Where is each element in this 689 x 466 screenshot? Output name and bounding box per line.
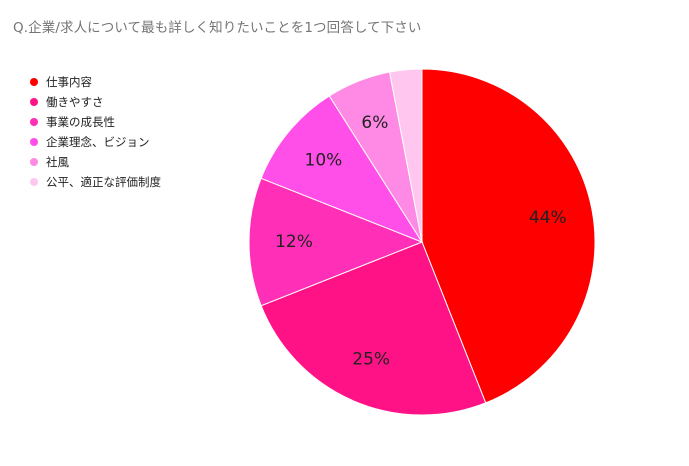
legend-label: 仕事内容: [46, 75, 92, 89]
legend-item: 公平、適正な評価制度: [30, 172, 161, 192]
slice-data-label: 6%: [361, 113, 388, 133]
legend-swatch: [30, 118, 38, 126]
pie-slice: [260, 95, 424, 244]
legend-item: 事業の成長性: [30, 112, 161, 132]
legend-item: 社風: [30, 152, 161, 172]
slice-data-label: 10%: [305, 150, 343, 170]
pie-slice: [421, 68, 596, 404]
legend-item: 仕事内容: [30, 72, 161, 92]
legend-swatch: [30, 178, 38, 186]
chart-title: Q.企業/求人について最も詳しく知りたいことを1つ回答して下さい: [13, 20, 422, 36]
legend-swatch: [30, 158, 38, 166]
slice-data-label: 12%: [275, 232, 313, 252]
legend-item: 企業理念、ビジョン: [30, 132, 161, 152]
legend-label: 働きやすさ: [46, 95, 104, 109]
slice-data-label: 44%: [529, 208, 567, 228]
legend-swatch: [30, 78, 38, 86]
pie-slice: [260, 241, 487, 416]
legend-label: 公平、適正な評価制度: [46, 175, 161, 189]
pie-slice: [388, 68, 423, 243]
legend-item: 働きやすさ: [30, 92, 161, 112]
slice-data-label: 25%: [352, 350, 390, 370]
legend-label: 社風: [46, 155, 69, 169]
legend-label: 事業の成長性: [46, 115, 115, 129]
legend-swatch: [30, 98, 38, 106]
legend-label: 企業理念、ビジョン: [46, 135, 150, 149]
chart-legend: 仕事内容 働きやすさ 事業の成長性 企業理念、ビジョン 社風 公平、適正な評価制…: [30, 72, 161, 192]
pie-slice: [248, 177, 424, 307]
legend-swatch: [30, 138, 38, 146]
